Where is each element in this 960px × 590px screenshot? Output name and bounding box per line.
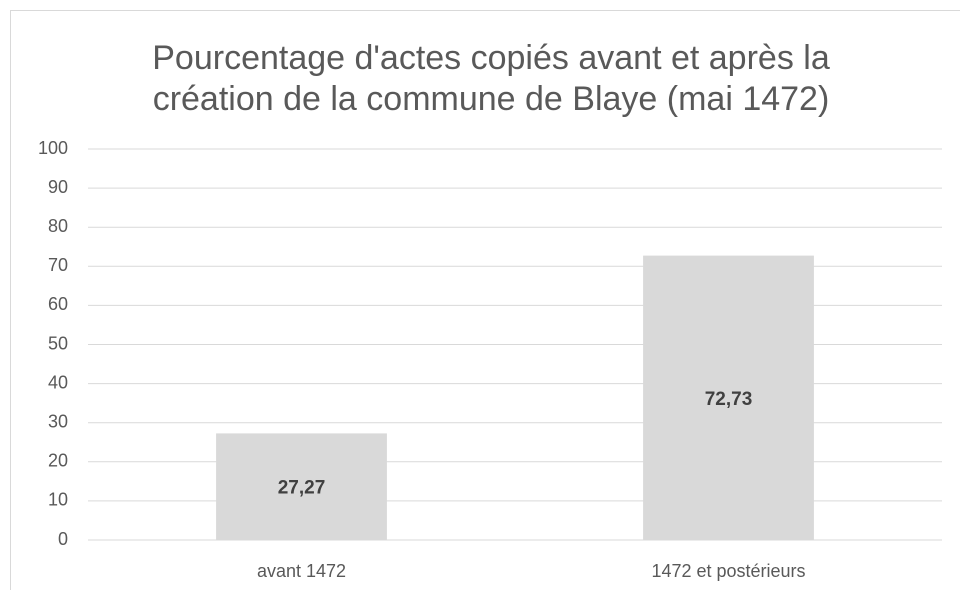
y-tick-label: 90	[48, 177, 68, 197]
x-tick-label: avant 1472	[257, 561, 346, 581]
chart-title: création de la commune de Blaye (mai 147…	[153, 80, 830, 118]
y-tick-label: 70	[48, 255, 68, 275]
y-tick-label: 20	[48, 451, 68, 471]
y-tick-label: 80	[48, 216, 68, 236]
value-label: 72,73	[705, 389, 753, 410]
y-tick-label: 100	[38, 138, 68, 158]
value-label: 27,27	[278, 478, 326, 499]
bar	[216, 433, 387, 540]
y-tick-label: 30	[48, 411, 68, 431]
y-tick-label: 50	[48, 333, 68, 353]
y-tick-label: 40	[48, 372, 68, 392]
chart-title: Pourcentage d'actes copiés avant et aprè…	[152, 39, 830, 77]
y-tick-label: 60	[48, 294, 68, 314]
bar	[643, 255, 814, 540]
x-tick-label: 1472 et postérieurs	[651, 561, 805, 581]
y-tick-label: 0	[58, 529, 68, 549]
y-tick-label: 10	[48, 490, 68, 510]
